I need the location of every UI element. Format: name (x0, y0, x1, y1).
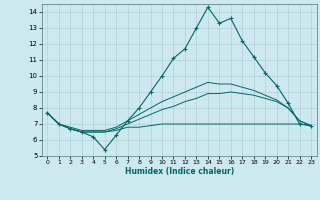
X-axis label: Humidex (Indice chaleur): Humidex (Indice chaleur) (124, 167, 234, 176)
